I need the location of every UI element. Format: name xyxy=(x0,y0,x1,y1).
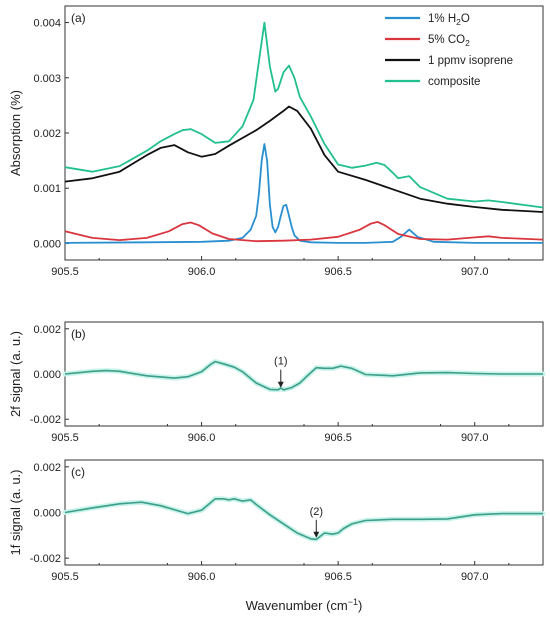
panel-b: 905.5 906.0 906.5 907.0 0.002 0.000 -0.002 2f s… xyxy=(8,321,546,444)
legend-text: 1% H xyxy=(428,13,456,25)
legend-subscript: 2 xyxy=(456,17,461,27)
x-axis-title-superscript: −1 xyxy=(348,597,358,607)
annotation-label: (1) xyxy=(274,356,287,368)
annotation-arrowhead xyxy=(277,381,284,388)
x-tick-label: 905.5 xyxy=(51,571,79,583)
x-tick-label: 906.0 xyxy=(188,571,216,583)
series-line-1-ppmv-isoprene xyxy=(64,105,544,213)
x-tick-label: 907.0 xyxy=(461,266,489,278)
x-tick-label: 906.0 xyxy=(188,266,216,278)
x-tick-label: 907.0 xyxy=(461,432,489,444)
series-halo xyxy=(62,359,546,393)
x-axis-title-text: Wavenumber (cm xyxy=(246,598,348,613)
y-tick-label: 0.003 xyxy=(33,73,61,85)
x-tick-label: 906.5 xyxy=(324,432,352,444)
y-tick-label: 0.002 xyxy=(33,324,61,336)
x-tick-label: 906.0 xyxy=(188,432,216,444)
series-line xyxy=(64,498,543,541)
series-line-composite xyxy=(64,21,544,209)
y-tick-label: 0.002 xyxy=(33,462,61,474)
y-tick-label: 0.000 xyxy=(33,508,61,520)
legend-label: composite xyxy=(428,76,480,88)
panel-c: 905.5 906.0 906.5 907.0 0.002 0.000 -0.002 1f s… xyxy=(8,459,546,613)
y-tick-label: 0.000 xyxy=(33,369,61,381)
panel-label: (a) xyxy=(71,11,86,25)
annotation-label: (2) xyxy=(310,506,323,518)
y-tick-label: 0.004 xyxy=(33,18,61,30)
y-tick-label: 0.001 xyxy=(33,183,61,195)
x-tick-label: 907.0 xyxy=(461,571,489,583)
x-tick-label: 905.5 xyxy=(51,266,79,278)
legend-label: 1 ppmv isoprene xyxy=(428,55,513,67)
legend-text: 1 ppmv isoprene xyxy=(428,55,513,67)
series-halo xyxy=(62,496,546,542)
legend-text-tail: O xyxy=(461,13,470,25)
y-axis-title: Absorption (%) xyxy=(8,90,23,176)
legend-label: 1% H2O xyxy=(428,13,470,27)
panel-a: 905.5 906.0 906.5 907.0 0.000 0.001 0.002 0.003… xyxy=(8,5,544,278)
series-line xyxy=(64,360,543,391)
series-line-1-h xyxy=(64,143,543,244)
y-axis-title: 2f signal (a. u.) xyxy=(8,331,23,417)
panel-label: (c) xyxy=(71,465,85,479)
panel-label: (b) xyxy=(71,327,86,341)
y-tick-label: 0.002 xyxy=(33,128,61,140)
y-tick-label: 0.000 xyxy=(33,238,61,250)
y-tick-label: -0.002 xyxy=(30,553,61,565)
legend-text: 5% CO xyxy=(428,34,465,46)
plot-frame xyxy=(64,459,544,566)
plot-frame xyxy=(64,5,544,261)
y-axis-title: 1f signal (a. u.) xyxy=(8,470,23,556)
legend-text: composite xyxy=(428,76,480,88)
series-line-5-co xyxy=(64,221,544,243)
x-axis-title-tail: ) xyxy=(358,598,362,613)
legend-subscript: 2 xyxy=(465,38,470,48)
x-tick-label: 905.5 xyxy=(51,432,79,444)
annotation-arrowhead xyxy=(313,531,320,538)
legend-label: 5% CO2 xyxy=(428,34,470,48)
y-tick-label: -0.002 xyxy=(30,414,61,426)
x-tick-label: 906.5 xyxy=(324,571,352,583)
x-tick-label: 906.5 xyxy=(324,266,352,278)
x-axis-title: Wavenumber (cm−1) xyxy=(246,597,363,613)
